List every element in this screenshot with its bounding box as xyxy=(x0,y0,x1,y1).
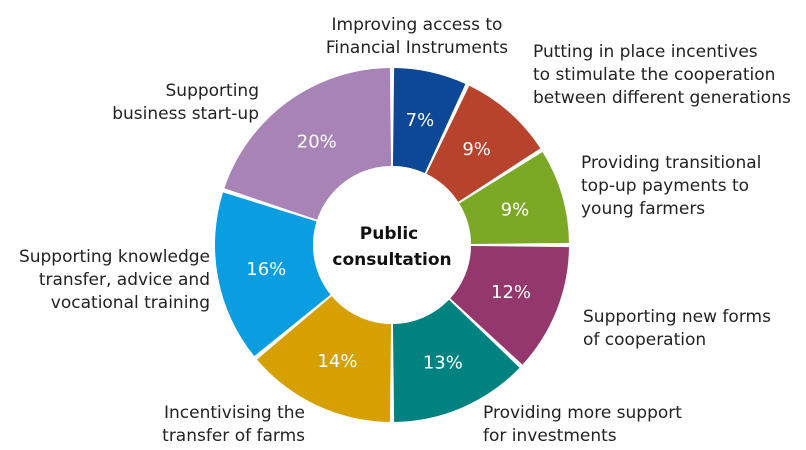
slice-value-label: 14% xyxy=(317,351,357,372)
category-label-line: Putting in place incentives xyxy=(533,42,758,62)
category-label-line: to stimulate the cooperation xyxy=(533,65,775,85)
category-label-line: young farmers xyxy=(581,199,705,219)
center-label-line-2: consultation xyxy=(332,250,451,270)
category-label: Providing more support for investments xyxy=(483,403,682,446)
center-label-line-1: Public xyxy=(360,224,418,244)
category-label-line: transfer, advice and xyxy=(39,270,210,290)
category-label: Improving access to Financial Instruments xyxy=(326,15,508,58)
slice-value-label: 9% xyxy=(462,139,491,160)
category-label-line: Supporting new forms xyxy=(583,307,771,327)
category-label-line: between different generations xyxy=(533,88,791,108)
category-label-line: transfer of farms xyxy=(162,426,305,446)
slice-value-labels: 7% 9% 9% 12% 13% 14% 16% 20% xyxy=(246,110,531,373)
slice-value-label: 9% xyxy=(501,199,530,220)
category-label-line: vocational training xyxy=(51,293,210,313)
donut-slice xyxy=(215,192,331,357)
category-label-line: top-up payments to xyxy=(581,176,749,196)
category-label-line: Incentivising the xyxy=(164,403,305,423)
slice-value-label: 7% xyxy=(406,110,435,131)
donut-slice xyxy=(392,68,466,174)
category-labels: Improving access to Financial Instruments… xyxy=(19,15,791,446)
donut-slice xyxy=(224,68,392,220)
category-label: Supporting business start-up xyxy=(112,81,259,124)
category-label: Providing transitional top-up payments to… xyxy=(581,153,761,219)
center-label: Public consultation xyxy=(332,224,451,270)
category-label-line: Financial Instruments xyxy=(326,38,508,58)
category-label: Supporting knowledge transfer, advice and… xyxy=(19,247,210,313)
donut-slice xyxy=(450,245,569,365)
donut-hole xyxy=(313,166,471,324)
category-label-line: for investments xyxy=(483,426,617,446)
category-label: Incentivising the transfer of farms xyxy=(162,403,305,446)
slice-value-label: 13% xyxy=(423,352,463,373)
donut-slices xyxy=(215,68,569,422)
category-label-line: Supporting knowledge xyxy=(19,247,210,267)
donut-slice xyxy=(256,296,392,422)
donut-slice xyxy=(426,85,541,202)
category-label: Putting in place incentives to stimulate … xyxy=(533,42,791,108)
category-label-line: Improving access to xyxy=(332,15,503,35)
category-label-line: of cooperation xyxy=(583,330,706,350)
donut-slice xyxy=(459,151,569,245)
category-label-line: Providing more support xyxy=(483,403,682,423)
category-label-line: Providing transitional xyxy=(581,153,761,173)
category-label-line: Supporting xyxy=(166,81,260,101)
slice-value-label: 16% xyxy=(246,259,286,280)
slice-value-label: 20% xyxy=(297,131,337,152)
category-label: Supporting new forms of cooperation xyxy=(583,307,771,350)
category-label-line: business start-up xyxy=(112,104,259,124)
donut-slice xyxy=(392,299,520,422)
slice-value-label: 12% xyxy=(491,282,531,303)
